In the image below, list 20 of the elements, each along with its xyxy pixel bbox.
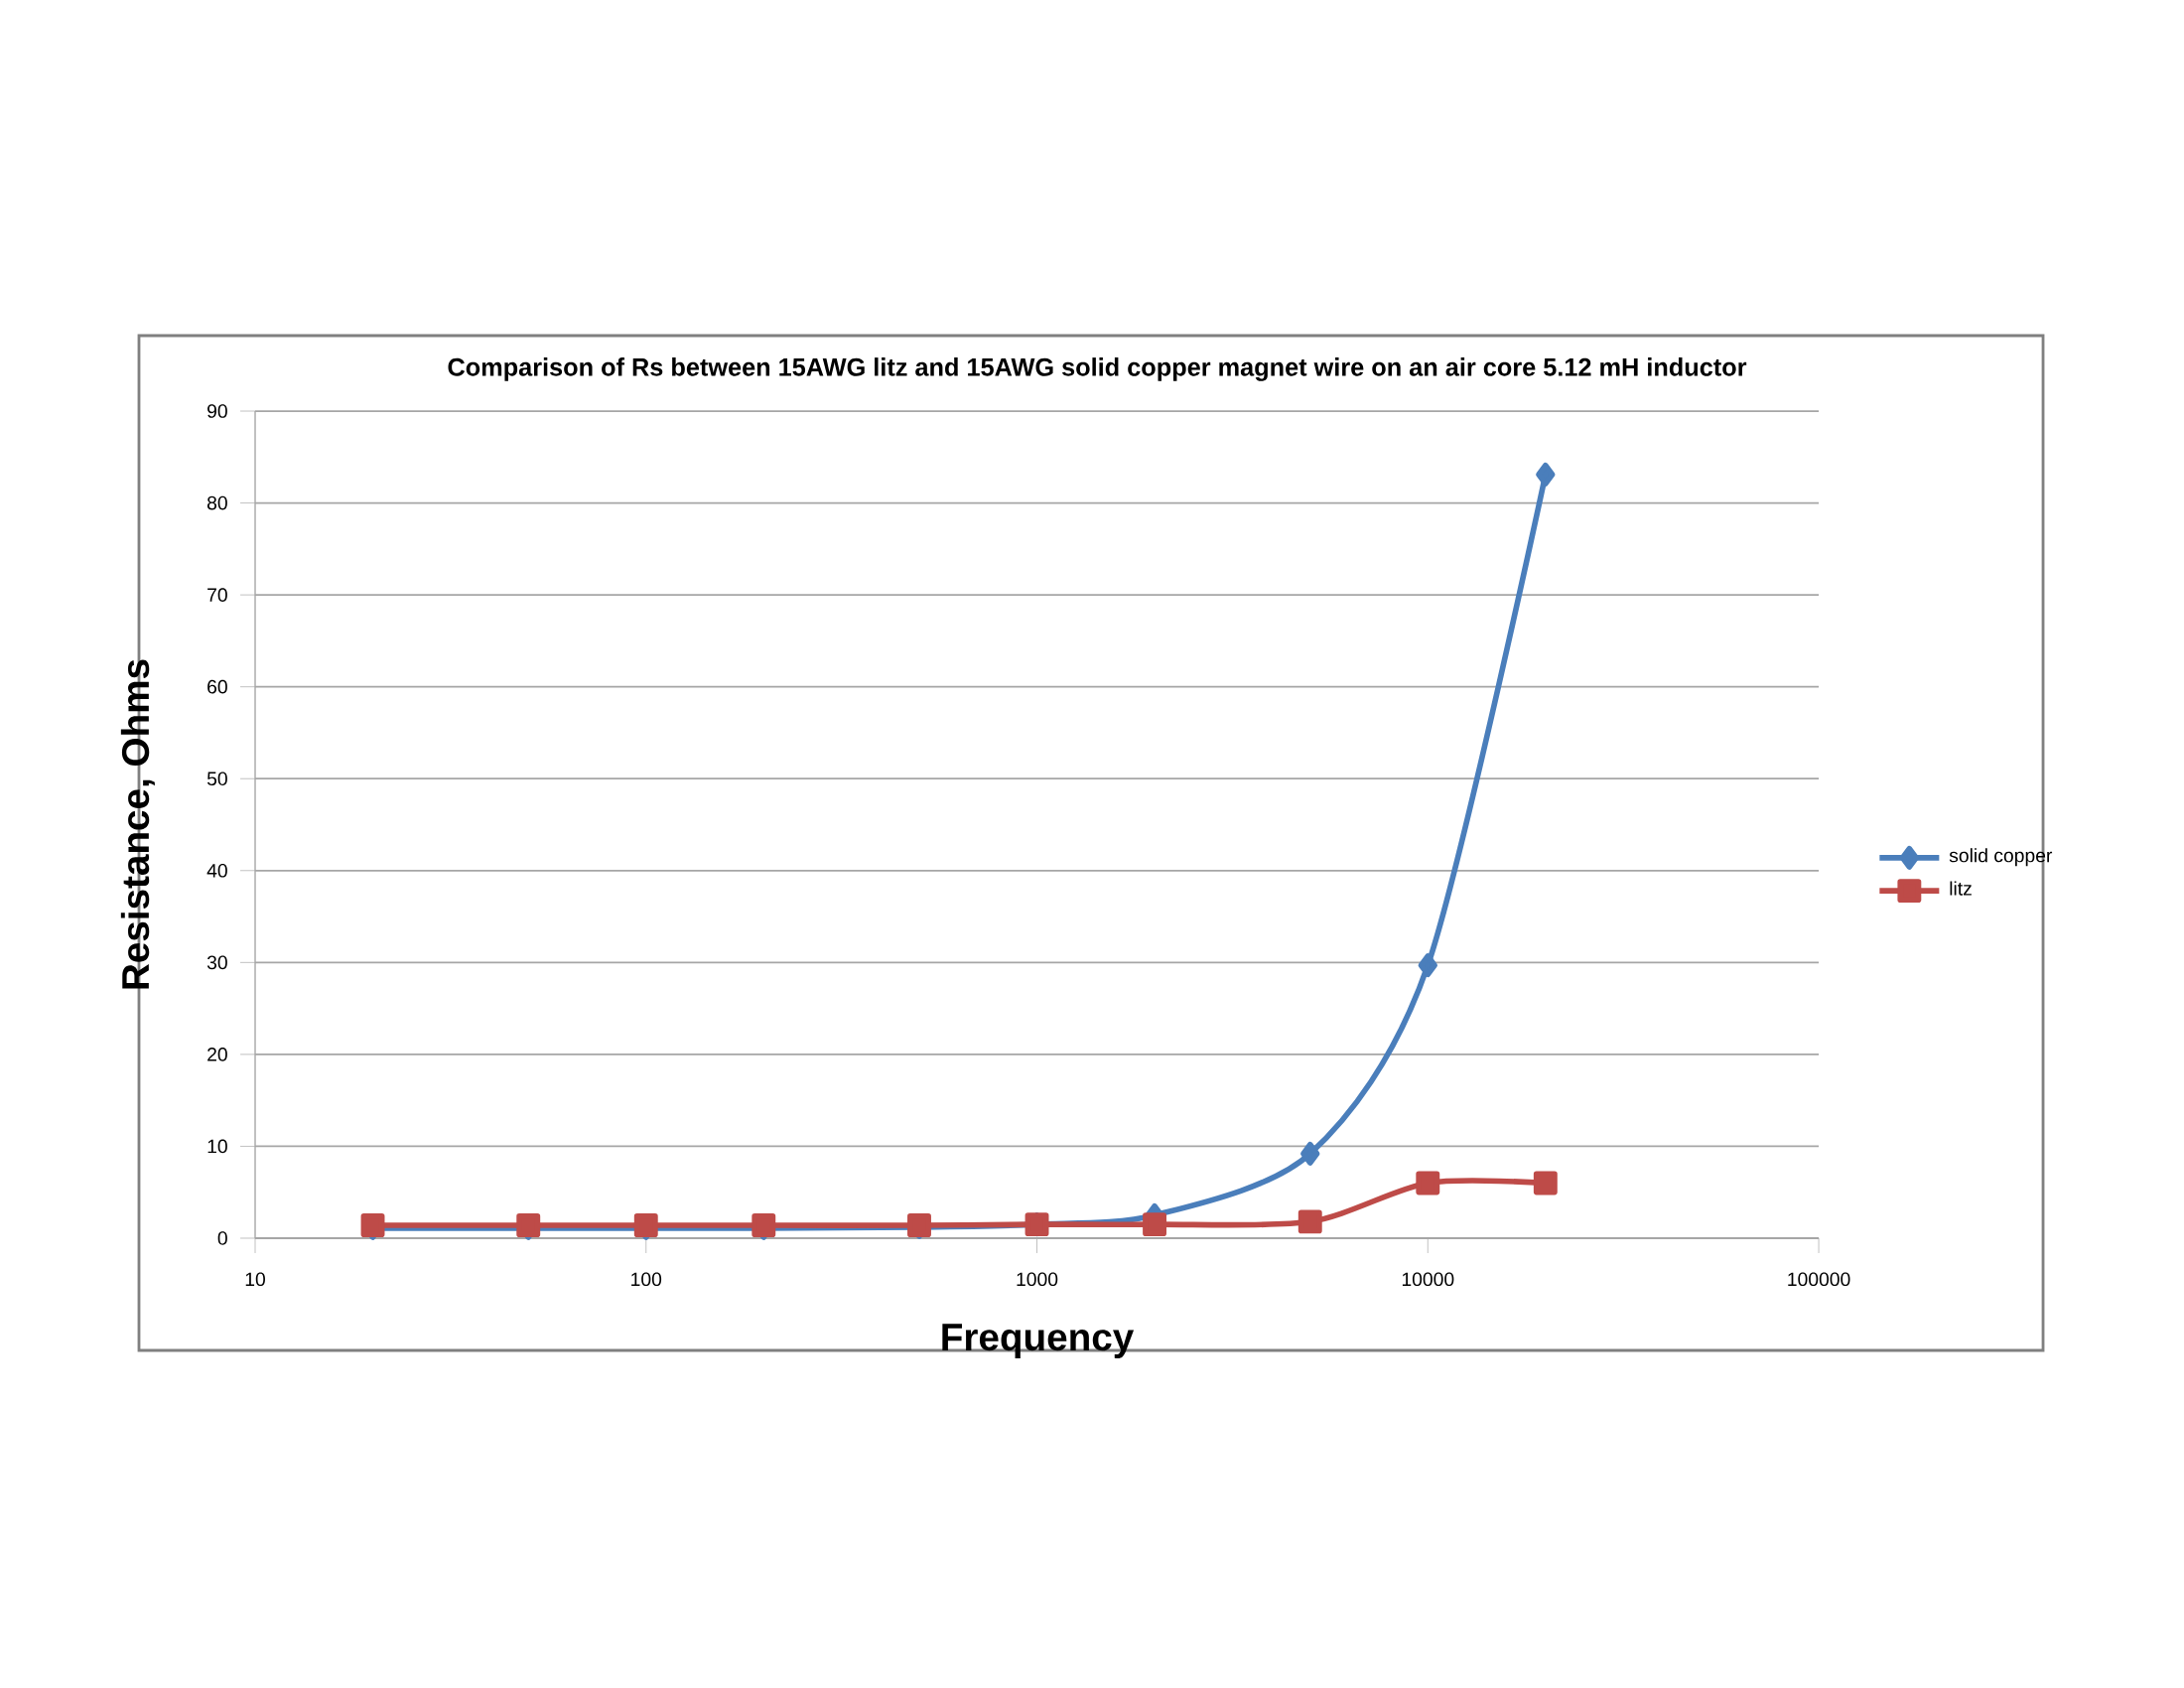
y-tick-label: 60 xyxy=(207,679,227,694)
y-tick-label: 10 xyxy=(207,1139,227,1154)
x-tick-label: 10 xyxy=(245,1272,265,1287)
legend-label: litz xyxy=(1950,881,1972,896)
y-tick-label: 80 xyxy=(206,495,227,510)
x-tick-label: 1000 xyxy=(1017,1272,1058,1287)
x-tick-label: 10000 xyxy=(1402,1272,1454,1287)
y-tick-label: 30 xyxy=(206,955,227,970)
chart-title: Comparison of Rs between 15AWG litz and 15AWG solid copper magnet wire on an air core 5.12 mH inductor xyxy=(448,357,1747,381)
y-axis-title: Resistance, Ohms xyxy=(120,659,155,989)
y-tick-label: 0 xyxy=(217,1231,227,1245)
y-tick-label: 90 xyxy=(207,404,227,418)
y-tick-label: 20 xyxy=(207,1048,227,1061)
y-tick-label: 40 xyxy=(206,863,227,878)
x-axis-title: Frequency xyxy=(942,1324,1135,1358)
x-tick-label: 100000 xyxy=(1788,1272,1850,1287)
y-tick-label: 70 xyxy=(207,588,227,602)
y-tick-label: 50 xyxy=(206,772,227,786)
x-tick-label: 100 xyxy=(631,1272,662,1287)
legend-label: solid copper xyxy=(1949,848,2053,867)
